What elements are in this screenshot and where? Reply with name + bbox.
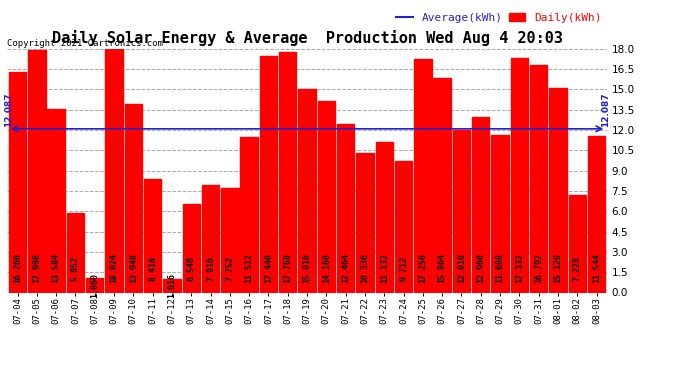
Bar bbox=[472, 117, 489, 292]
Text: 16.260: 16.260 bbox=[13, 253, 22, 283]
Text: 17.332: 17.332 bbox=[515, 253, 524, 283]
Bar bbox=[279, 52, 297, 292]
Bar bbox=[588, 136, 605, 292]
Bar bbox=[317, 100, 335, 292]
Text: 11.544: 11.544 bbox=[592, 253, 601, 283]
Bar bbox=[337, 124, 355, 292]
Bar bbox=[28, 50, 46, 292]
Bar bbox=[125, 104, 142, 292]
Bar bbox=[453, 130, 470, 292]
Text: 8.416: 8.416 bbox=[148, 256, 157, 280]
Text: 15.120: 15.120 bbox=[553, 253, 562, 283]
Text: 12.960: 12.960 bbox=[476, 253, 485, 283]
Text: 7.916: 7.916 bbox=[206, 256, 215, 280]
Bar bbox=[144, 178, 161, 292]
Text: 7.228: 7.228 bbox=[573, 256, 582, 280]
Text: 6.548: 6.548 bbox=[187, 256, 196, 280]
Text: 12.464: 12.464 bbox=[341, 253, 350, 283]
Text: 1.016: 1.016 bbox=[168, 273, 177, 298]
Bar bbox=[433, 78, 451, 292]
Text: 11.132: 11.132 bbox=[380, 253, 388, 283]
Bar bbox=[569, 195, 586, 292]
Text: 16.792: 16.792 bbox=[534, 253, 543, 283]
Bar bbox=[202, 185, 219, 292]
Legend: Average(kWh), Daily(kWh): Average(kWh), Daily(kWh) bbox=[397, 13, 602, 23]
Bar bbox=[259, 56, 277, 292]
Text: Copyright 2021 Cartronics.com: Copyright 2021 Cartronics.com bbox=[7, 39, 163, 48]
Text: 11.512: 11.512 bbox=[245, 253, 254, 283]
Text: 10.336: 10.336 bbox=[360, 253, 369, 283]
Text: 12.087: 12.087 bbox=[601, 92, 610, 127]
Bar bbox=[395, 161, 412, 292]
Text: 13.948: 13.948 bbox=[129, 253, 138, 283]
Bar bbox=[298, 89, 316, 292]
Title: Daily Solar Energy & Average  Production Wed Aug 4 20:03: Daily Solar Energy & Average Production … bbox=[52, 30, 562, 46]
Text: 15.864: 15.864 bbox=[437, 253, 446, 283]
Bar bbox=[48, 108, 65, 292]
Bar bbox=[164, 279, 181, 292]
Bar bbox=[356, 153, 374, 292]
Text: 7.752: 7.752 bbox=[226, 256, 235, 280]
Bar bbox=[183, 204, 200, 292]
Text: 9.712: 9.712 bbox=[399, 256, 408, 280]
Text: 15.016: 15.016 bbox=[302, 253, 312, 283]
Text: 14.168: 14.168 bbox=[322, 253, 331, 283]
Bar bbox=[106, 48, 123, 292]
Bar bbox=[549, 88, 566, 292]
Text: 17.256: 17.256 bbox=[418, 253, 427, 283]
Text: 11.608: 11.608 bbox=[495, 253, 504, 283]
Text: 5.852: 5.852 bbox=[71, 256, 80, 280]
Bar bbox=[511, 58, 528, 292]
Bar bbox=[414, 59, 431, 292]
Bar bbox=[9, 72, 26, 292]
Text: 17.908: 17.908 bbox=[32, 253, 41, 283]
Bar bbox=[67, 213, 84, 292]
Bar bbox=[86, 278, 104, 292]
Bar bbox=[240, 136, 258, 292]
Text: 17.440: 17.440 bbox=[264, 253, 273, 283]
Text: 17.768: 17.768 bbox=[284, 253, 293, 283]
Text: 12.016: 12.016 bbox=[457, 253, 466, 283]
Bar bbox=[530, 65, 547, 292]
Text: 12.087: 12.087 bbox=[4, 92, 13, 127]
Text: 13.584: 13.584 bbox=[52, 253, 61, 283]
Bar bbox=[221, 188, 239, 292]
Bar bbox=[375, 142, 393, 292]
Text: 1.060: 1.060 bbox=[90, 273, 99, 298]
Text: 18.024: 18.024 bbox=[110, 253, 119, 283]
Bar bbox=[491, 135, 509, 292]
